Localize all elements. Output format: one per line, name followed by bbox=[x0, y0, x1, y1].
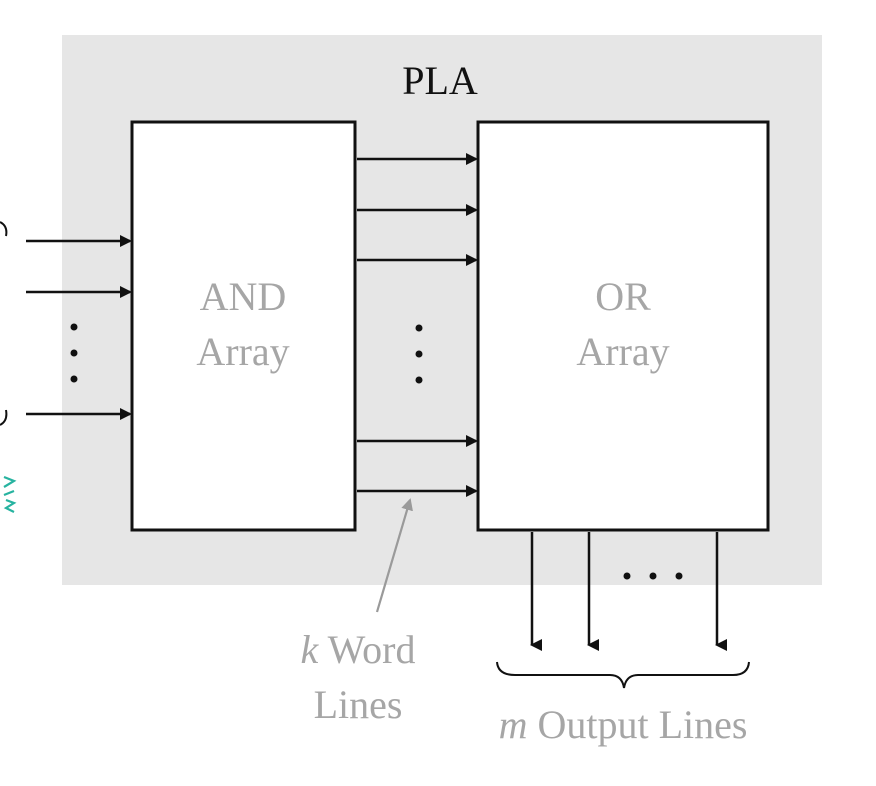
output-ellipsis-dot bbox=[675, 572, 683, 580]
input-ellipsis-dot bbox=[70, 349, 78, 357]
word-lines bbox=[357, 153, 478, 497]
or-array-box bbox=[476, 120, 770, 532]
edge-mark bbox=[3, 475, 17, 513]
or-array-label-line2: Array bbox=[576, 329, 669, 374]
output-lines-label: m Output Lines bbox=[499, 702, 748, 747]
word-lines-pointer bbox=[375, 498, 413, 613]
input-lines bbox=[0, 221, 132, 426]
output-lines bbox=[530, 532, 727, 651]
input-ellipsis-dot bbox=[70, 375, 78, 383]
word-lines-var: k bbox=[301, 627, 320, 672]
word-lines-label-line2: Lines bbox=[314, 682, 403, 727]
and-array-label-line1: AND bbox=[200, 274, 287, 319]
output-lines-var: m bbox=[499, 702, 528, 747]
word-lines-label-line1: k Word bbox=[301, 627, 416, 672]
word-ellipsis-dot bbox=[415, 376, 423, 384]
output-ellipsis-dot bbox=[649, 572, 657, 580]
input-brace-fragment bbox=[0, 409, 8, 426]
output-ellipsis-dot bbox=[623, 572, 631, 580]
word-ellipsis-dot bbox=[415, 350, 423, 358]
word-ellipsis-dot bbox=[415, 324, 423, 332]
and-array-box bbox=[130, 120, 357, 532]
word-lines-text: Word bbox=[318, 627, 415, 672]
output-brace bbox=[496, 661, 750, 689]
or-array-label-line1: OR bbox=[595, 274, 651, 319]
output-lines-text: Output Lines bbox=[527, 702, 747, 747]
input-brace-fragment bbox=[0, 221, 8, 237]
pla-title: PLA bbox=[402, 58, 478, 103]
and-array-label-line2: Array bbox=[196, 329, 289, 374]
input-ellipsis-dot bbox=[70, 323, 78, 331]
